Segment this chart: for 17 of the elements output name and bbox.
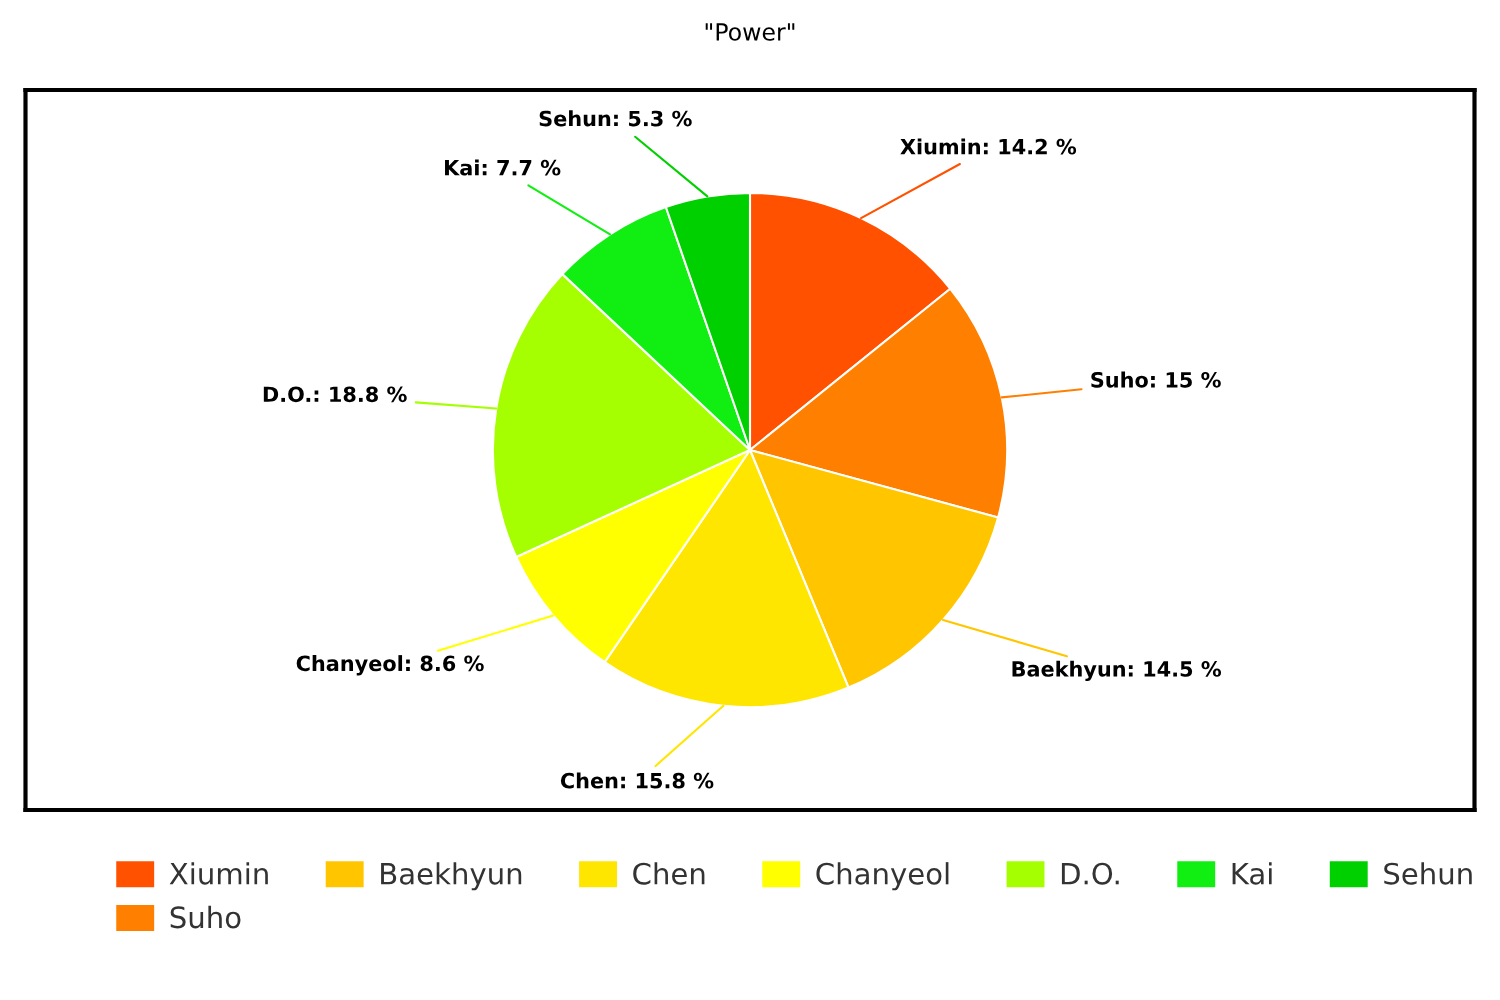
data-label: Xiumin: 14.2 % (900, 138, 1077, 155)
data-label: Chanyeol: 8.6 % (296, 655, 484, 676)
chart-title: "Power" (705, 23, 795, 41)
data-label: Chen: 15.8 % (560, 772, 714, 789)
data-label: Baekhyun: 14.5 % (1012, 660, 1222, 682)
data-label: D.O.: 18.8 % (263, 386, 407, 403)
data-label: Kai: 7.7 % (445, 159, 561, 176)
legend-label: Chen (633, 862, 705, 885)
legend-label: D.O. (1061, 862, 1119, 885)
data-label: Sehun: 5.3 % (539, 110, 692, 127)
legend-label: Suho (170, 905, 241, 929)
legend-label: Xiumin (169, 862, 268, 885)
legend-label: Sehun (1384, 862, 1472, 885)
legend-label: Baekhyun (381, 862, 522, 891)
data-label: Suho: 15 % (1091, 371, 1221, 388)
legend-label: Kai (1232, 862, 1272, 885)
legend-label: Chanyeol (816, 862, 949, 891)
